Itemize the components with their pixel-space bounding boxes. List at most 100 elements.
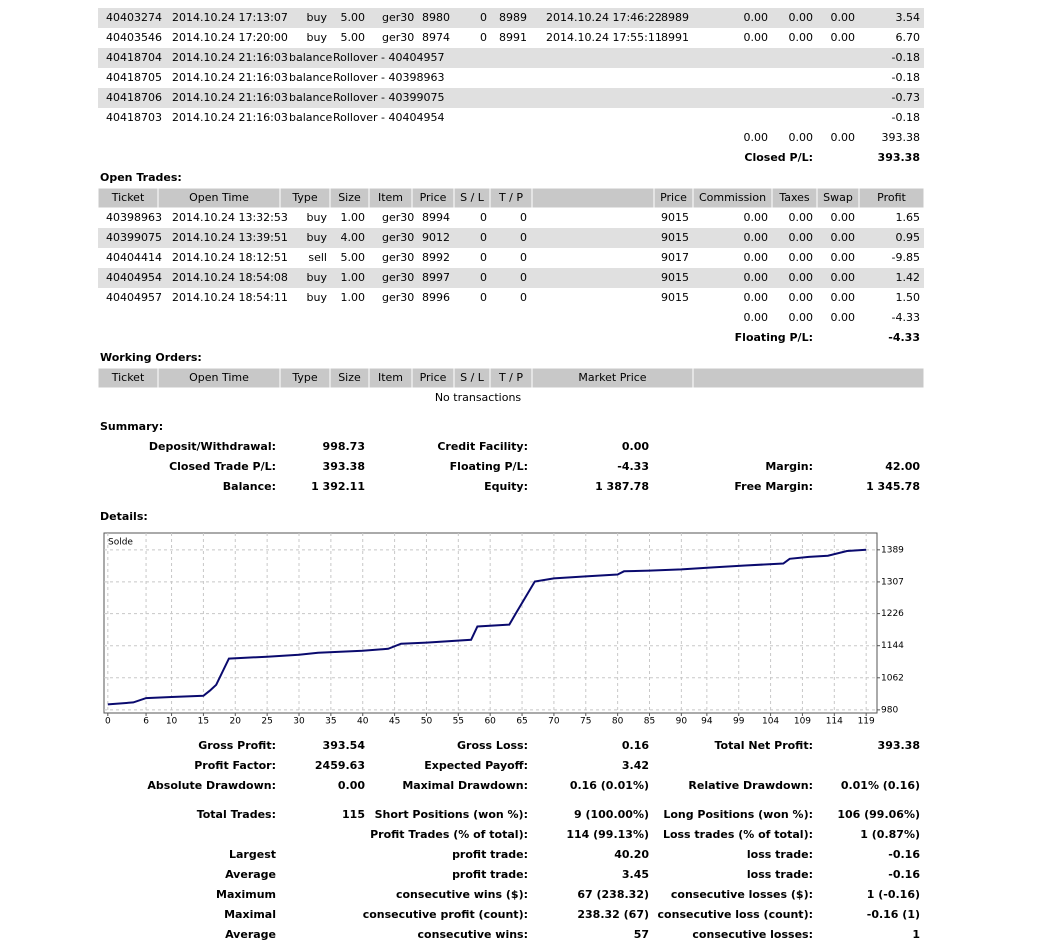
- cell: Rollover - 40404954: [333, 111, 444, 124]
- cell: 0: [520, 211, 527, 224]
- stat-value: 40.20: [614, 848, 649, 861]
- cell: 0.00: [744, 211, 769, 224]
- stat-value: 1 (0.87%): [860, 828, 920, 841]
- header-label: Open Time: [189, 191, 249, 204]
- cell: Rollover - 40404957: [333, 51, 444, 64]
- header-label: Price: [420, 371, 447, 384]
- header-label: Commission: [699, 191, 766, 204]
- header-cell: [692, 367, 925, 389]
- row-background: [98, 268, 924, 288]
- cell: 1.00: [341, 271, 366, 284]
- cell: 0: [480, 11, 487, 24]
- cell: buy: [307, 271, 328, 284]
- cell: 0.00: [831, 291, 856, 304]
- cell: 0: [520, 271, 527, 284]
- header-label: Size: [338, 191, 361, 204]
- stat-value: 57: [634, 928, 649, 941]
- cell: 40418705: [106, 71, 162, 84]
- row-background: [98, 8, 924, 28]
- stat-label: Profit Factor:: [194, 759, 276, 772]
- cell: 0: [520, 251, 527, 264]
- cell: -0.18: [892, 111, 920, 124]
- header-label: Open Time: [189, 371, 249, 384]
- cell: 8994: [422, 211, 450, 224]
- x-tick-label: 119: [858, 717, 875, 727]
- stat-value: -4.33: [617, 460, 649, 473]
- x-tick-label: 25: [261, 717, 272, 727]
- stat-label: Average: [225, 928, 276, 941]
- stat-label: profit trade:: [452, 868, 528, 881]
- row-background: [98, 228, 924, 248]
- stat-value: 1: [912, 928, 920, 941]
- stat-value: 1 (-0.16): [867, 888, 920, 901]
- x-tick-label: 45: [389, 717, 400, 727]
- stat-value: 3.42: [622, 759, 649, 772]
- header-label: Profit: [877, 191, 906, 204]
- y-tick-label: 1389: [881, 545, 904, 555]
- header-label: T / P: [498, 191, 523, 204]
- stat-value: 1 387.78: [595, 480, 649, 493]
- cell: -9.85: [892, 251, 920, 264]
- stat-label: Long Positions (won %):: [663, 808, 813, 821]
- x-tick-label: 109: [794, 717, 811, 727]
- stat-label: consecutive wins:: [418, 928, 528, 941]
- total-label: Floating P/L:: [735, 331, 813, 344]
- balance-line: [107, 548, 867, 706]
- cell: 0: [520, 231, 527, 244]
- cell: 8991: [499, 31, 527, 44]
- stat-value: 2459.63: [315, 759, 365, 772]
- stat-label: Loss trades (% of total):: [663, 828, 813, 841]
- stat-label: loss trade:: [747, 848, 813, 861]
- cell: 0.00: [744, 11, 769, 24]
- x-tick-label: 75: [580, 717, 591, 727]
- cell: 40418706: [106, 91, 162, 104]
- cell: 8991: [661, 31, 689, 44]
- stat-label: Gross Profit:: [198, 739, 276, 752]
- cell: 4.00: [341, 231, 366, 244]
- y-tick-label: 1062: [881, 673, 904, 683]
- y-tick-label: 1144: [881, 641, 904, 651]
- cell: 40403546: [106, 31, 162, 44]
- section-title: Open Trades:: [100, 171, 182, 184]
- section-title: Details:: [100, 510, 148, 523]
- total-cell: 0.00: [744, 311, 769, 324]
- x-tick-label: 90: [676, 717, 688, 727]
- cell: 0: [520, 291, 527, 304]
- cell: 2014.10.24 21:16:03: [172, 111, 288, 124]
- stat-label: Absolute Drawdown:: [147, 779, 276, 792]
- cell: 9017: [661, 251, 689, 264]
- total-cell: 0.00: [831, 311, 856, 324]
- stat-value: 0.16 (0.01%): [570, 779, 649, 792]
- cell: 2014.10.24 17:13:07: [172, 11, 288, 24]
- header-label: S / L: [460, 191, 485, 204]
- cell: 0.00: [789, 251, 814, 264]
- cell: buy: [307, 211, 328, 224]
- stat-value: 0.01% (0.16): [841, 779, 920, 792]
- cell: 1.65: [896, 211, 921, 224]
- section-title: Working Orders:: [100, 351, 202, 364]
- x-tick-label: 70: [548, 717, 560, 727]
- total-cell: 0.00: [789, 311, 814, 324]
- total-label: Closed P/L:: [744, 151, 813, 164]
- stat-label: Credit Facility:: [437, 440, 528, 453]
- header-label: Type: [291, 371, 317, 384]
- cell: 0.00: [831, 271, 856, 284]
- cell: 2014.10.24 17:55:11: [546, 31, 662, 44]
- cell: 1.50: [896, 291, 921, 304]
- cell: 8992: [422, 251, 450, 264]
- stat-label: Margin:: [765, 460, 813, 473]
- cell: 40404957: [106, 291, 162, 304]
- x-tick-label: 80: [612, 717, 624, 727]
- header-label: Ticket: [111, 191, 145, 204]
- y-tick-label: 1226: [881, 609, 904, 619]
- cell: 0.00: [744, 251, 769, 264]
- cell: 8989: [661, 11, 689, 24]
- cell: buy: [307, 291, 328, 304]
- stat-label: consecutive losses:: [692, 928, 813, 941]
- cell: Rollover - 40398963: [333, 71, 444, 84]
- x-tick-label: 55: [453, 717, 464, 727]
- cell: buy: [307, 31, 328, 44]
- stat-label: Total Trades:: [197, 808, 276, 821]
- cell: -0.18: [892, 71, 920, 84]
